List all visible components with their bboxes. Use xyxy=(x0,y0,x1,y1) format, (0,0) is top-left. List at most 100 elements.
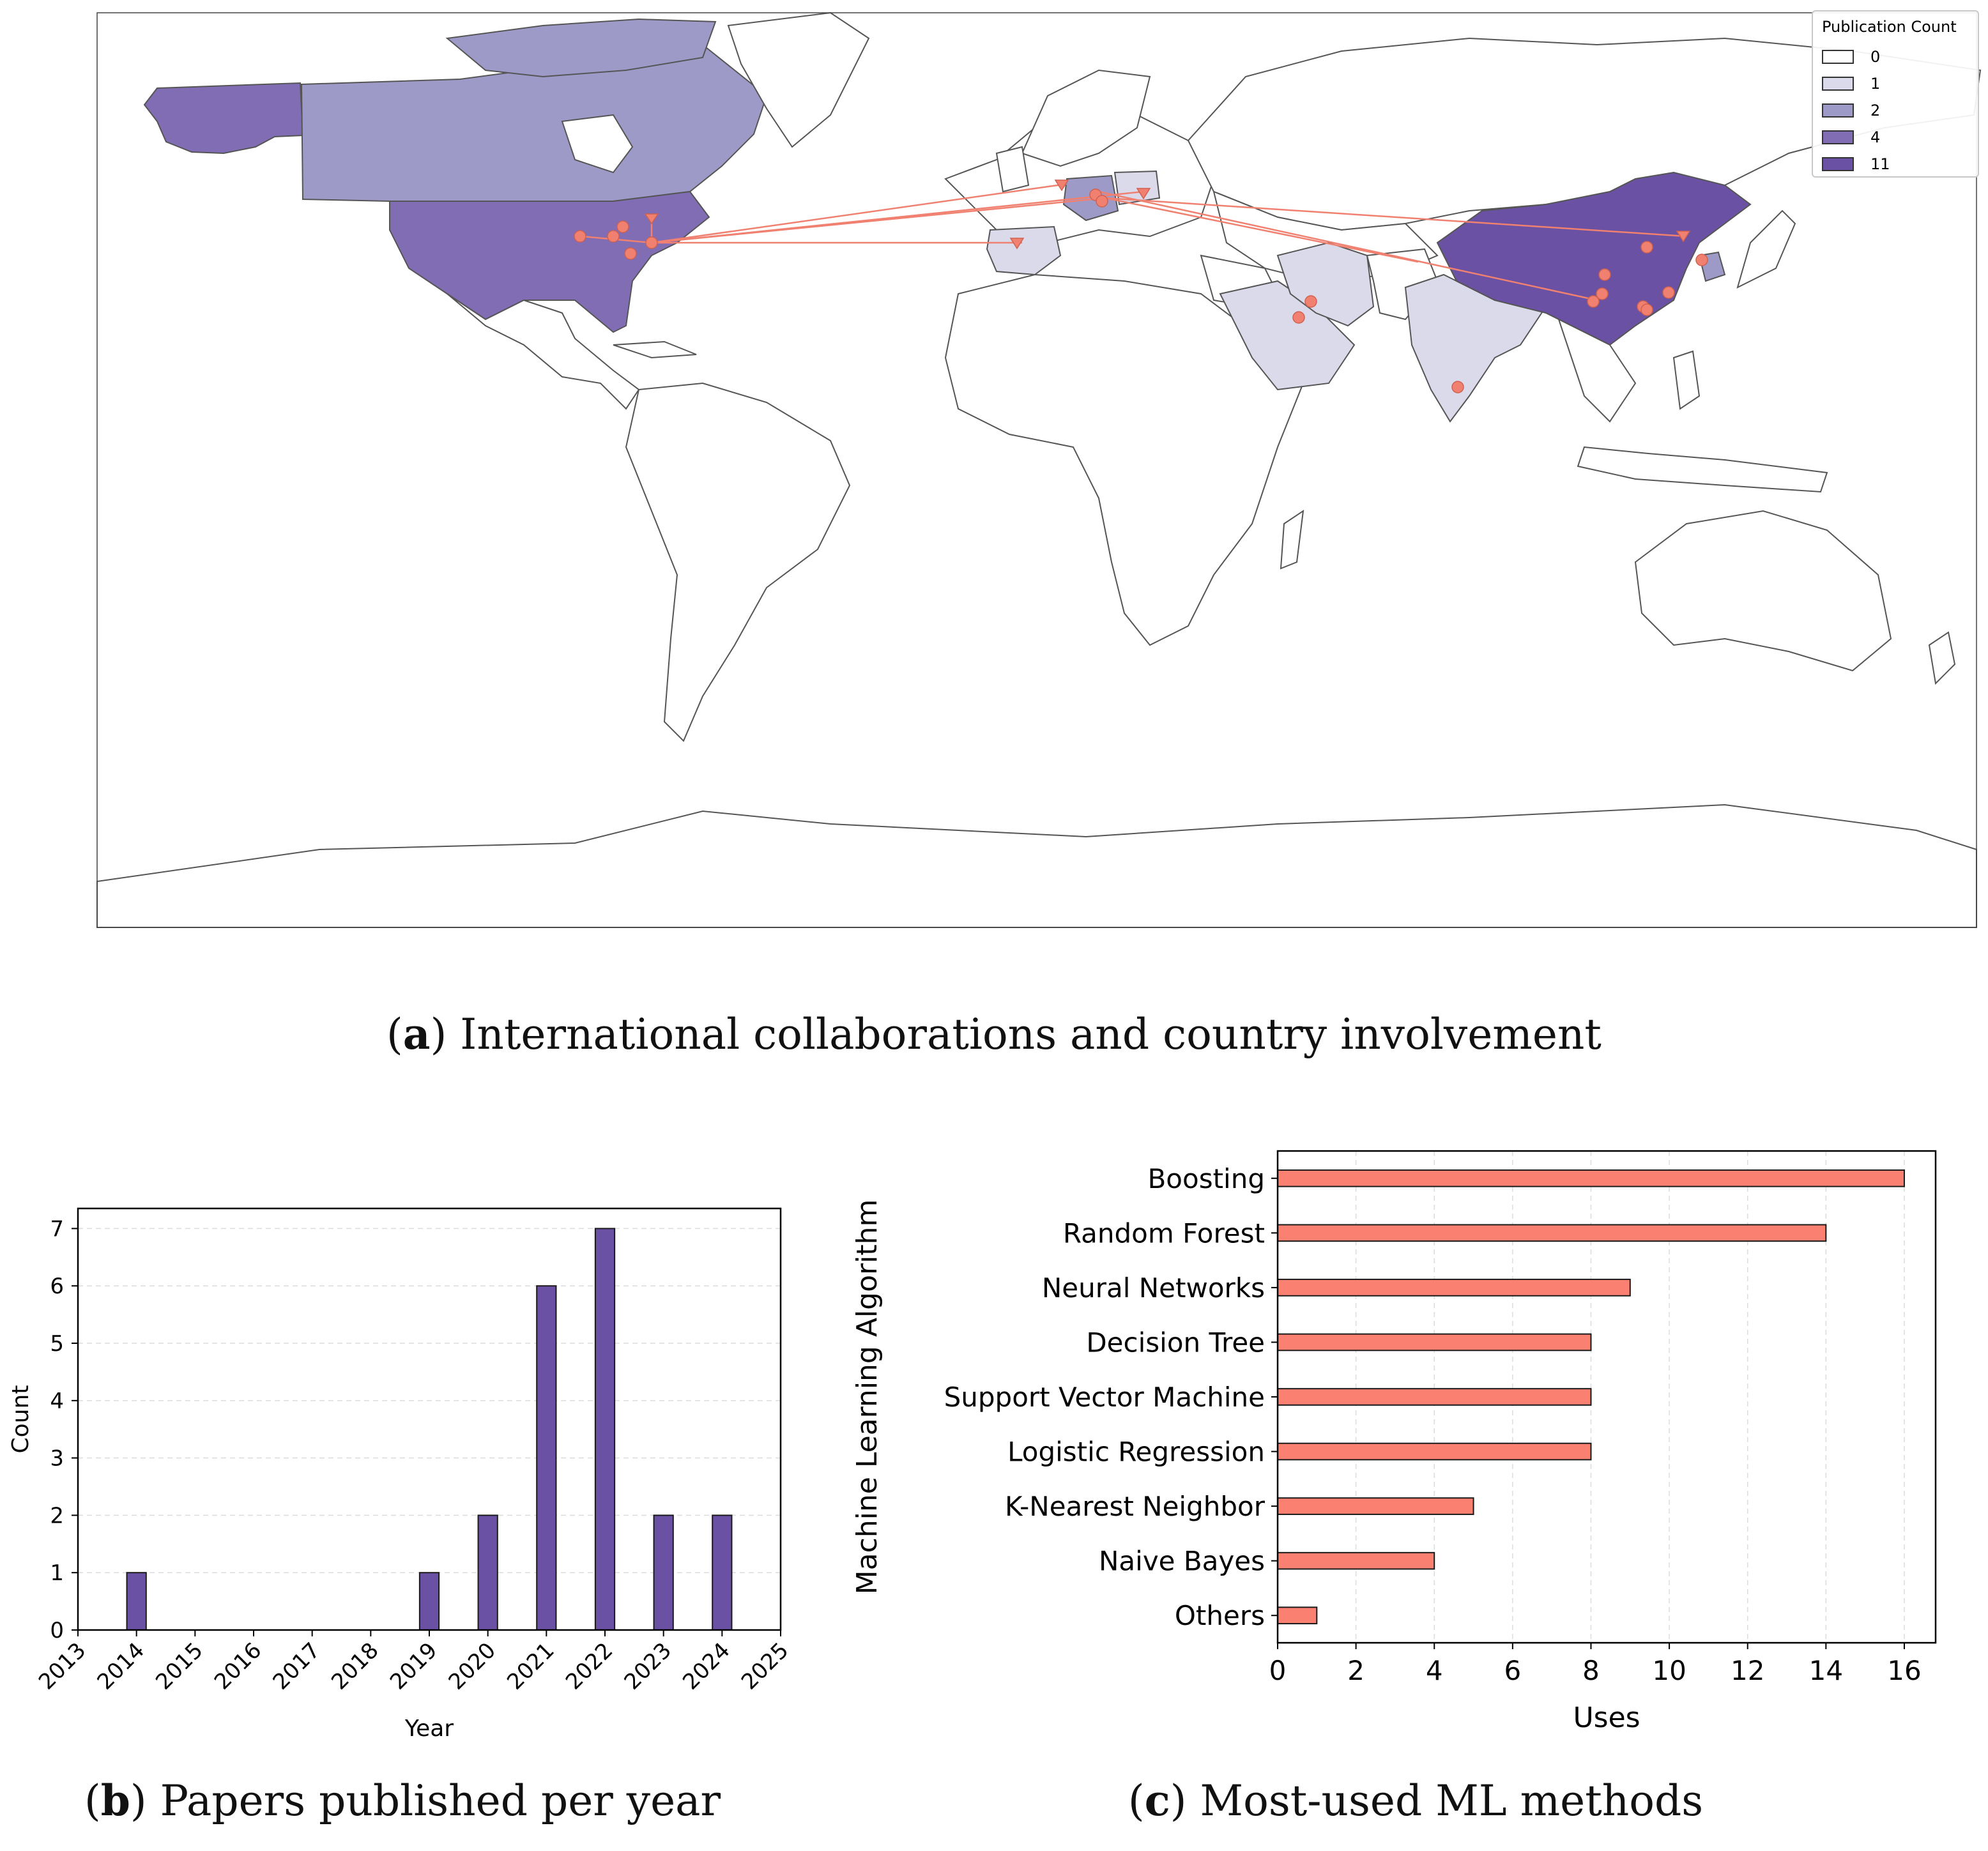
x-tick-label: 2024 xyxy=(678,1638,735,1695)
collab-point xyxy=(1587,295,1600,308)
legend-swatch xyxy=(1822,130,1854,144)
x-axis-label: Uses xyxy=(1573,1702,1640,1734)
legend-item: 4 xyxy=(1822,124,1969,151)
collab-point xyxy=(645,236,658,249)
collab-point xyxy=(1695,254,1708,266)
map-philippines xyxy=(1672,350,1701,410)
bar-year-2020 xyxy=(477,1514,498,1631)
caption-a: (a) International collaborations and cou… xyxy=(386,1009,1602,1059)
legend-label: 1 xyxy=(1870,75,1881,93)
collab-link xyxy=(651,183,1067,244)
map-madagascar xyxy=(1280,509,1304,570)
x-tick-label: 16 xyxy=(1887,1655,1921,1686)
collab-triangle xyxy=(1009,238,1025,250)
caption-letter: c xyxy=(1144,1776,1170,1825)
ml-methods-chart: Boosting Random Forest Neural Networks Deci… xyxy=(851,1150,1937,1734)
map-country-usa xyxy=(389,190,710,333)
legend-label: 2 xyxy=(1870,102,1881,119)
y-tick-label: 0 xyxy=(50,1618,64,1643)
y-tick-label: Naive Bayes xyxy=(1099,1546,1265,1577)
caption-b: (b) Papers published per year xyxy=(84,1776,721,1825)
legend-title: Publication Count xyxy=(1822,18,1957,36)
x-tick-label: 2023 xyxy=(620,1638,677,1695)
y-axis-label: Count xyxy=(8,1385,34,1454)
collab-link xyxy=(1105,197,1687,238)
map-frame xyxy=(96,12,1977,928)
collab-point xyxy=(1096,195,1108,208)
collab-point xyxy=(624,247,637,260)
legend-label: 0 xyxy=(1870,48,1881,66)
bar-support-vector-machine xyxy=(1277,1388,1592,1406)
bar-year-2022 xyxy=(594,1228,616,1631)
papers-per-year-chart: 0 1 2 3 4 5 6 7 2013 2014 2015 2016 2017 2018 2019 2020… xyxy=(8,1207,793,1742)
y-tick-label: 6 xyxy=(50,1274,64,1299)
collab-triangle xyxy=(1676,231,1691,243)
legend-item: 1 xyxy=(1822,70,1969,97)
y-tick-label: 3 xyxy=(50,1446,64,1472)
collab-triangle xyxy=(644,213,659,225)
map-country-alaska xyxy=(143,82,304,155)
caption-text: Papers published per year xyxy=(160,1776,721,1825)
x-tick-label: 2020 xyxy=(444,1638,501,1695)
bar-neural-networks xyxy=(1277,1279,1631,1297)
bar-random-forest xyxy=(1277,1224,1827,1242)
legend-item: 0 xyxy=(1822,43,1969,70)
collab-point xyxy=(1304,295,1317,308)
x-tick-label: 2025 xyxy=(737,1638,793,1695)
y-axis-label: Machine Learning Algorithm xyxy=(851,1200,883,1595)
map-africa xyxy=(944,273,1304,646)
collab-point xyxy=(1640,241,1653,254)
y-tick-label: 4 xyxy=(50,1389,64,1414)
x-tick-label: 2022 xyxy=(561,1638,618,1695)
x-tick-label: 2019 xyxy=(385,1638,442,1695)
map-country-saudi-arabia xyxy=(1219,280,1356,391)
y-tick-label: Others xyxy=(1175,1600,1265,1631)
x-tick-label: 0 xyxy=(1269,1655,1287,1686)
x-axis-label: Year xyxy=(404,1716,454,1742)
y-tick-label: 5 xyxy=(50,1331,64,1357)
x-tick-label: 2018 xyxy=(326,1638,383,1695)
map-japan xyxy=(1736,209,1796,289)
x-tick-label: 12 xyxy=(1731,1655,1764,1686)
legend-item: 11 xyxy=(1822,151,1969,178)
y-tick-label: K-Nearest Neighbor xyxy=(1005,1491,1265,1522)
y-tick-label: 1 xyxy=(50,1560,64,1586)
caption-text: Most-used ML methods xyxy=(1200,1776,1704,1825)
collab-link xyxy=(651,190,1144,244)
x-tick-label: 4 xyxy=(1426,1655,1443,1686)
caption-letter: a xyxy=(402,1009,431,1059)
map-hudson-bay xyxy=(561,114,634,174)
y-tick-label: Boosting xyxy=(1147,1163,1265,1194)
map-southeast-asia xyxy=(1557,318,1637,423)
y-tick-label: Logistic Regression xyxy=(1007,1436,1265,1468)
map-australia xyxy=(1634,510,1892,672)
legend-item: 2 xyxy=(1822,97,1969,124)
plot-frame xyxy=(77,1207,782,1631)
y-tick-label: Neural Networks xyxy=(1042,1272,1265,1304)
map-scandinavia xyxy=(1021,69,1151,167)
bar-naive-bayes xyxy=(1277,1551,1435,1570)
collab-point xyxy=(574,230,586,243)
legend-swatch xyxy=(1822,157,1854,171)
map-indonesia xyxy=(1577,446,1828,493)
y-tick-label: 2 xyxy=(50,1503,64,1528)
bar-year-2014 xyxy=(126,1572,147,1631)
x-tick-label: 2021 xyxy=(502,1638,559,1695)
y-tick-label: Support Vector Machine xyxy=(944,1382,1265,1413)
x-tick-label: 2 xyxy=(1347,1655,1365,1686)
x-tick-label: 2014 xyxy=(93,1638,149,1695)
caption-text: International collaborations and country… xyxy=(460,1010,1602,1059)
bar-k-nearest-neighbor xyxy=(1277,1497,1474,1515)
x-tick-label: 2017 xyxy=(268,1638,325,1695)
collab-triangle xyxy=(1054,179,1069,192)
caption-letter: b xyxy=(100,1776,130,1825)
map-new-zealand xyxy=(1928,631,1956,685)
x-tick-label: 2016 xyxy=(210,1638,266,1695)
bar-decision-tree xyxy=(1277,1333,1592,1352)
legend-swatch xyxy=(1822,50,1854,64)
map-antarctica xyxy=(96,804,1977,928)
bar-year-2024 xyxy=(712,1514,733,1631)
collab-link xyxy=(1098,190,1598,301)
bar-year-2021 xyxy=(536,1285,557,1631)
x-tick-label: 8 xyxy=(1582,1655,1600,1686)
